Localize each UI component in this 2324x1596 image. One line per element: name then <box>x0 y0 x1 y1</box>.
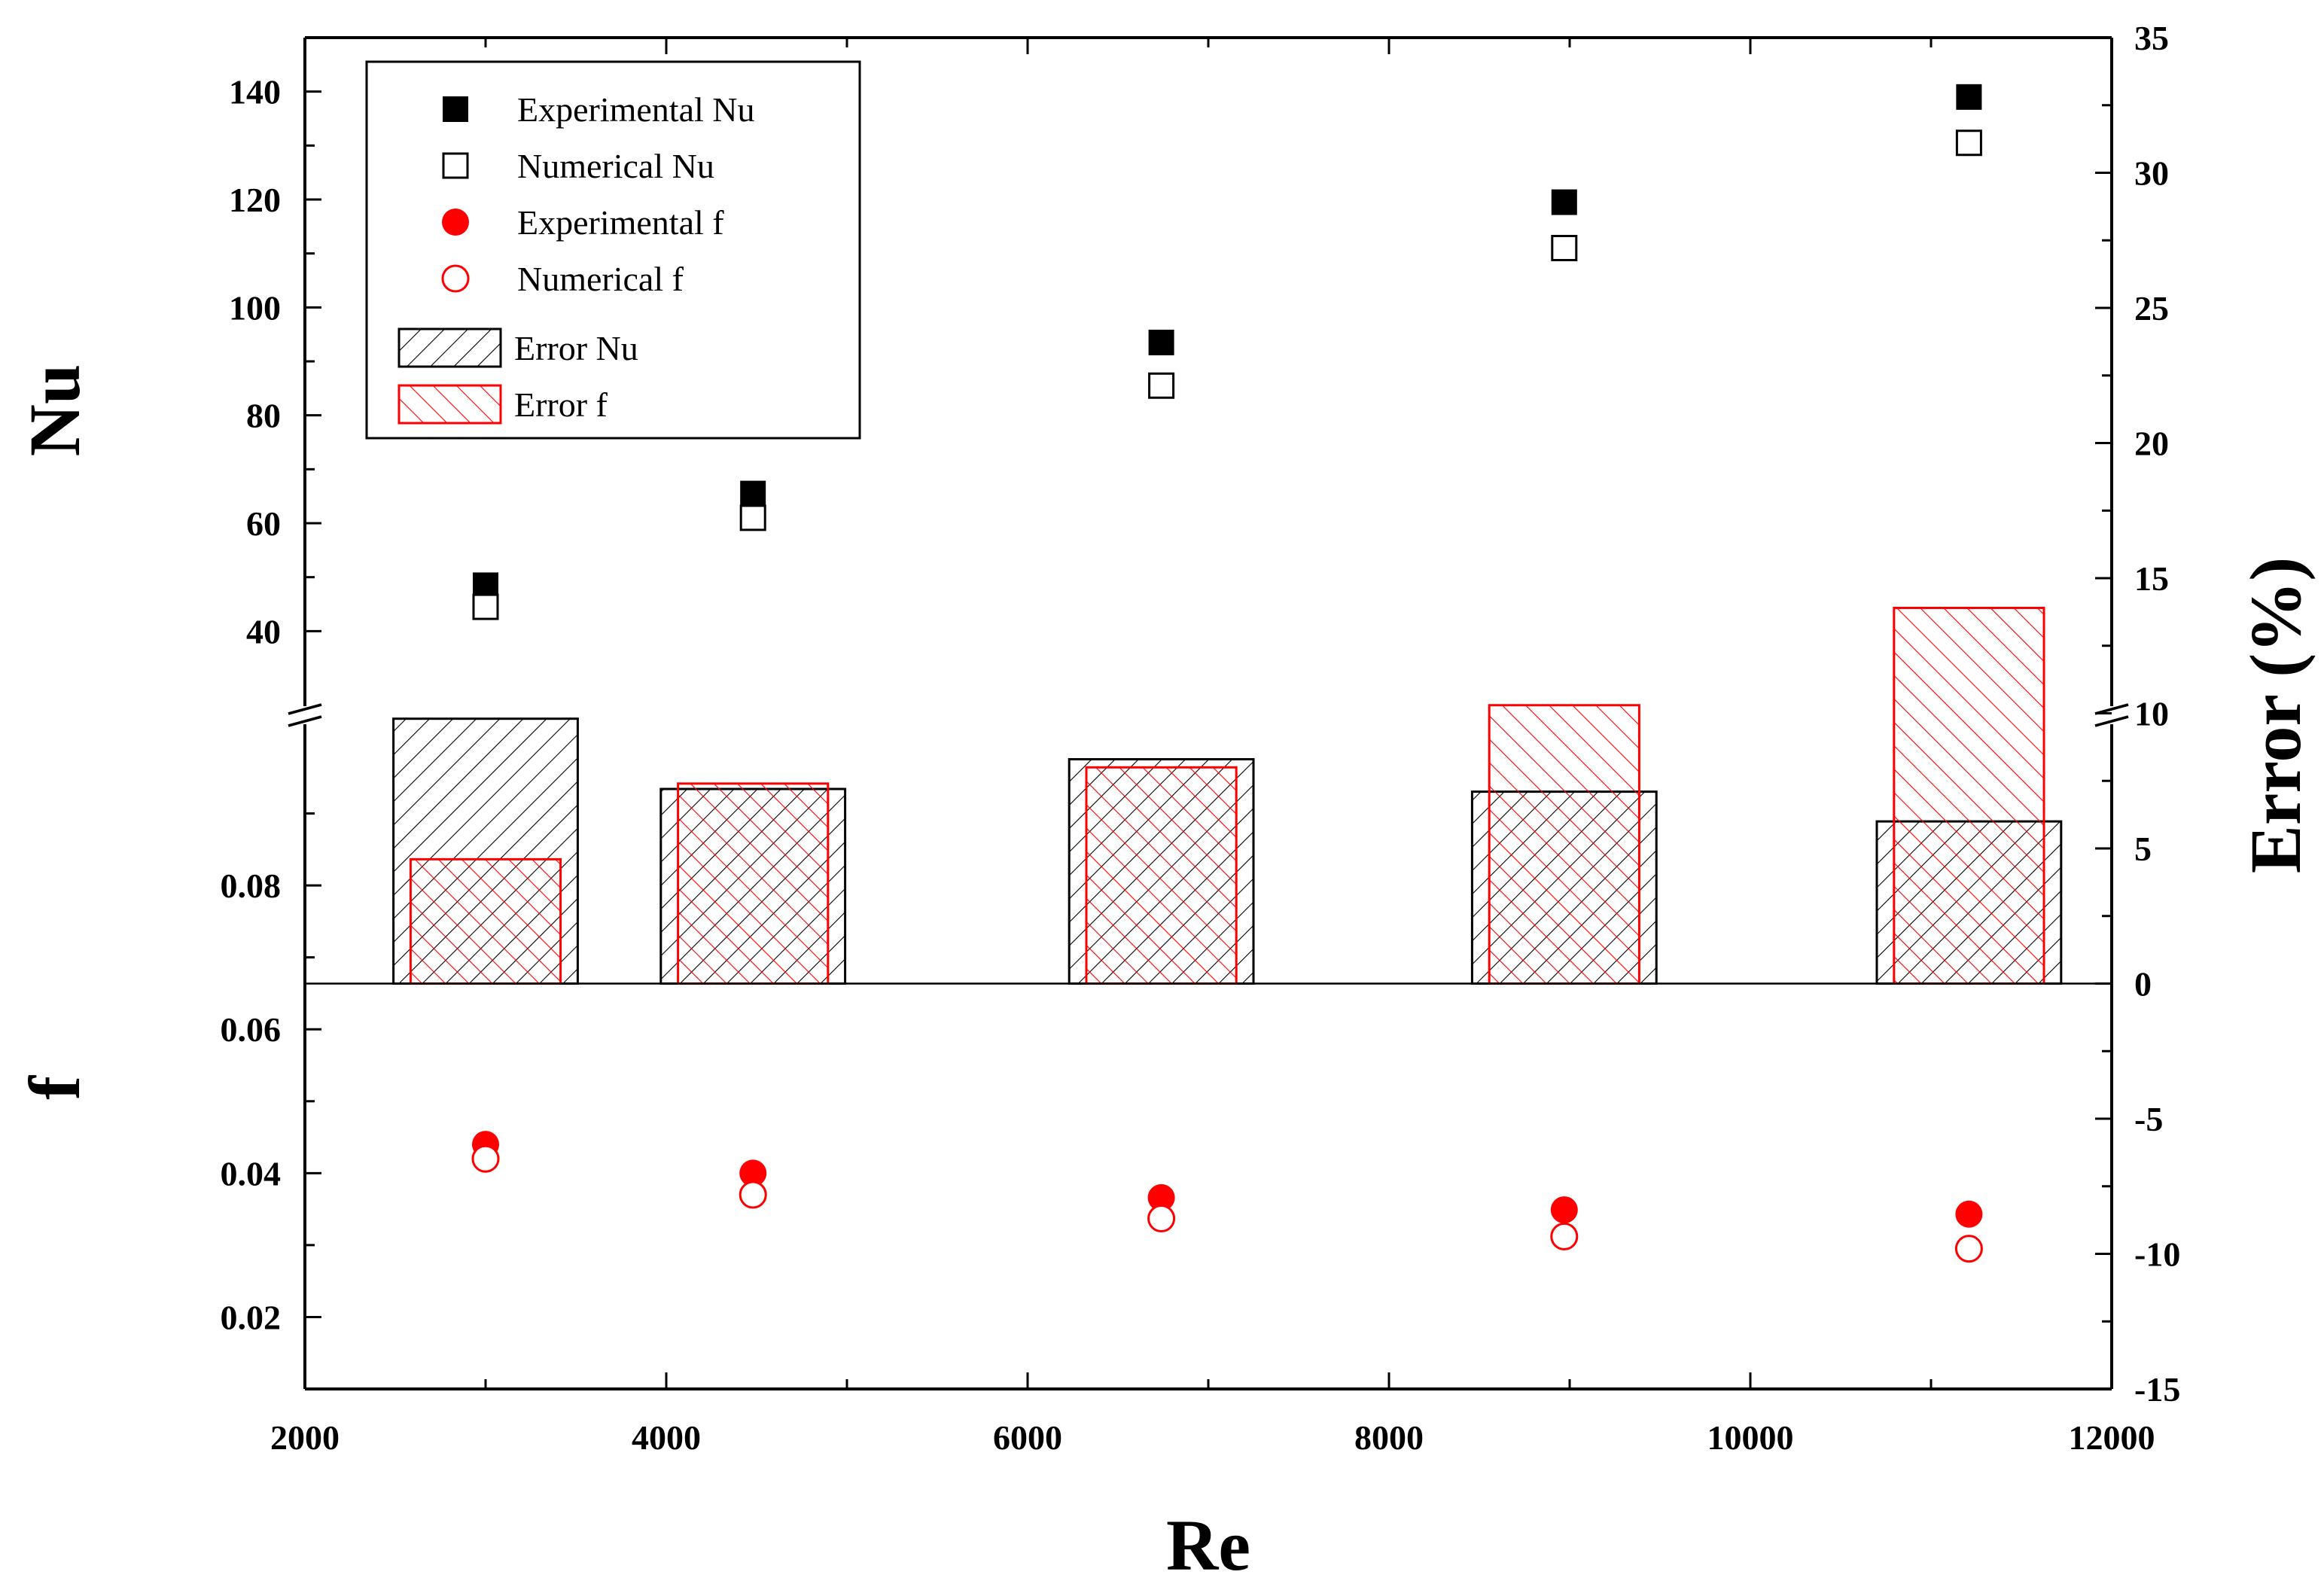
error-f-bar-5 <box>1893 606 2045 985</box>
f-tick-label: 0.04 <box>221 1154 282 1192</box>
legend-numerical-f-label: Numerical f <box>517 260 684 298</box>
numerical-f-point-2 <box>739 1180 767 1209</box>
legend-error-nu-swatch <box>397 327 502 368</box>
experimental-nu-point-2 <box>740 480 766 507</box>
x-tick-label: 2000 <box>270 1418 340 1457</box>
error-f-bar-3 <box>1085 766 1238 985</box>
error-f-bar-1 <box>409 857 562 985</box>
nu-tick-label: 40 <box>246 612 281 650</box>
numerical-f-point-5 <box>1954 1235 1983 1263</box>
error-tick-label: 15 <box>2134 559 2169 598</box>
legend-error-nu-label: Error Nu <box>514 329 638 367</box>
error-tick-label: 35 <box>2134 19 2169 57</box>
error-f-bar-4 <box>1488 704 1640 985</box>
numerical-f-point-1 <box>471 1144 500 1173</box>
left-break-mark-2 <box>288 715 322 727</box>
f-tick-label: 0.08 <box>221 867 282 905</box>
numerical-nu-point-5 <box>1955 129 1982 157</box>
legend-numerical-nu-symbol <box>442 152 469 179</box>
error-tick-label: 25 <box>2134 289 2169 327</box>
error-tick-label: -10 <box>2134 1235 2180 1274</box>
error-tick-label: 0 <box>2134 965 2152 1004</box>
legend-experimental-f-label: Experimental f <box>517 203 724 242</box>
error-tick-label: -5 <box>2134 1100 2163 1138</box>
nu-tick-label: 60 <box>246 504 281 543</box>
x-tick-label: 4000 <box>632 1418 701 1457</box>
numerical-nu-point-4 <box>1551 235 1578 261</box>
f-axis-title: f <box>14 1075 95 1100</box>
f-tick-label: 0.06 <box>221 1010 282 1049</box>
numerical-nu-point-1 <box>472 593 499 620</box>
legend-experimental-nu-symbol <box>443 96 468 122</box>
numerical-f-point-4 <box>1550 1222 1579 1250</box>
error-f-bar-2 <box>677 782 830 985</box>
nu-tick-label: 80 <box>246 397 281 435</box>
experimental-nu-point-4 <box>1551 189 1577 215</box>
experimental-nu-point-5 <box>1956 84 1982 110</box>
x-tick-label: 8000 <box>1354 1418 1424 1457</box>
error-tick-label: 10 <box>2134 695 2169 733</box>
nu-axis-title: Nu <box>14 364 95 457</box>
legend-numerical-f-symbol <box>441 264 470 293</box>
experimental-f-point-5 <box>1955 1200 1983 1228</box>
numerical-f-point-3 <box>1147 1205 1176 1233</box>
left-break-mark-1 <box>288 703 322 715</box>
experimental-f-point-3 <box>1147 1183 1175 1211</box>
error-tick-label: 5 <box>2134 830 2152 868</box>
x-tick-label: 10000 <box>1707 1418 1794 1457</box>
numerical-nu-point-3 <box>1148 372 1175 399</box>
error-tick-label: 20 <box>2134 425 2169 463</box>
right-break-mark-2 <box>2094 715 2129 727</box>
experimental-f-point-2 <box>739 1159 767 1187</box>
nu-tick-label: 140 <box>229 73 281 111</box>
legend-experimental-f-symbol <box>442 209 469 236</box>
error-axis-title: Error (%) <box>2235 557 2316 873</box>
legend-box <box>365 60 861 440</box>
legend-numerical-nu-label: Numerical Nu <box>517 147 714 185</box>
error-tick-label: 30 <box>2134 154 2169 193</box>
legend-experimental-nu-label: Experimental Nu <box>517 90 755 129</box>
experimental-f-point-4 <box>1550 1196 1578 1224</box>
x-axis-title: Re <box>1166 1505 1250 1585</box>
f-tick-label: 0.02 <box>221 1298 282 1336</box>
legend-error-f-swatch <box>397 384 502 425</box>
experimental-nu-point-3 <box>1148 329 1174 355</box>
numerical-nu-point-2 <box>739 504 766 531</box>
x-tick-label: 12000 <box>2069 1418 2155 1457</box>
nu-tick-label: 120 <box>229 181 281 219</box>
error-tick-label: -15 <box>2134 1370 2180 1409</box>
x-tick-label: 6000 <box>993 1418 1062 1457</box>
legend-error-f-label: Error f <box>514 385 608 424</box>
nu-tick-label: 100 <box>229 288 281 327</box>
